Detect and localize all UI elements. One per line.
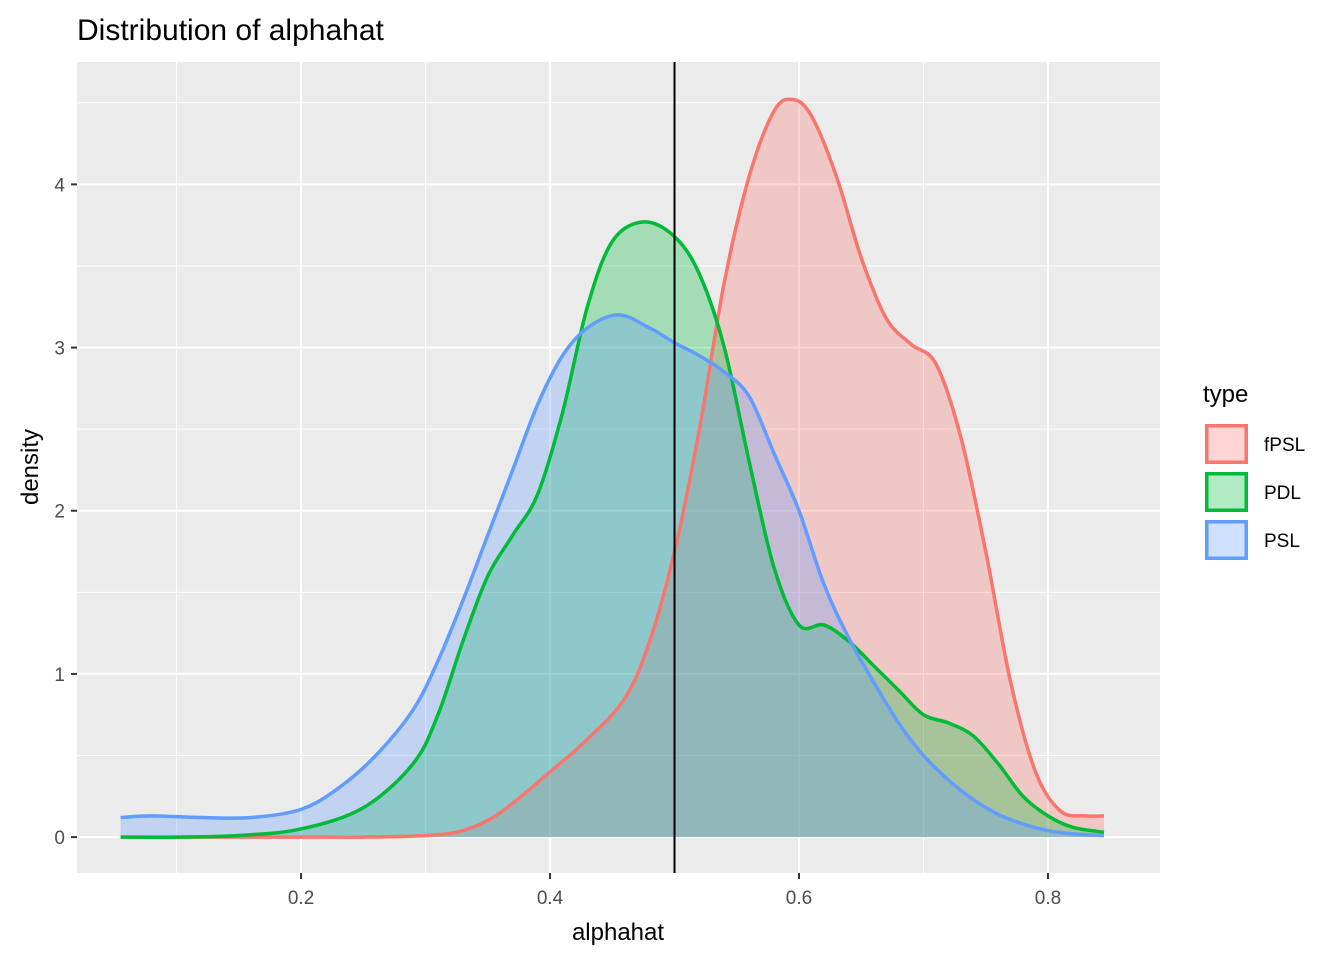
density-line-pdl: [120, 220, 1105, 839]
density-area-pdl: [120, 221, 1104, 838]
x-axis: 0.2 0.4 0.6 0.8: [288, 873, 1061, 909]
legend-key-bg-fpsl: [1205, 424, 1248, 464]
density-lines: [120, 97, 1105, 839]
y-tick-label-0: 0: [54, 828, 65, 849]
density-area-psl: [120, 314, 1104, 838]
x-axis-title: alphahat: [572, 919, 664, 946]
y-tick-label-4: 4: [54, 175, 65, 196]
y-axis-title: density: [17, 429, 44, 505]
x-tick-label-2: 0.6: [786, 888, 812, 909]
plot-panel: [77, 62, 1160, 873]
density-line-psl: [120, 313, 1105, 838]
y-tick-label-1: 1: [54, 665, 65, 686]
legend-key-bg-psl: [1205, 520, 1248, 560]
legend-key-fpsl: [1205, 424, 1248, 464]
y-tick-label-3: 3: [54, 339, 65, 360]
legend-key-pdl: [1205, 472, 1248, 512]
x-tick-label-0: 0.2: [288, 888, 314, 909]
legend-label-pdl: PDL: [1264, 483, 1301, 504]
x-tick-label-1: 0.4: [537, 888, 564, 909]
legend-label-psl: PSL: [1264, 531, 1300, 552]
y-axis: 0 1 2 3 4: [54, 175, 77, 849]
major-grid: [77, 62, 1160, 873]
legend-title: type: [1203, 381, 1248, 408]
legend: type fPSL PDL PSL: [1203, 381, 1305, 560]
x-tick-label-3: 0.8: [1035, 888, 1061, 909]
density-line-fpsl: [120, 97, 1105, 839]
legend-key-psl: [1205, 520, 1248, 560]
y-tick-label-2: 2: [54, 502, 65, 523]
chart-title: Distribution of alphahat: [77, 14, 385, 47]
legend-label-fpsl: fPSL: [1264, 435, 1305, 456]
legend-key-bg-pdl: [1205, 472, 1248, 512]
